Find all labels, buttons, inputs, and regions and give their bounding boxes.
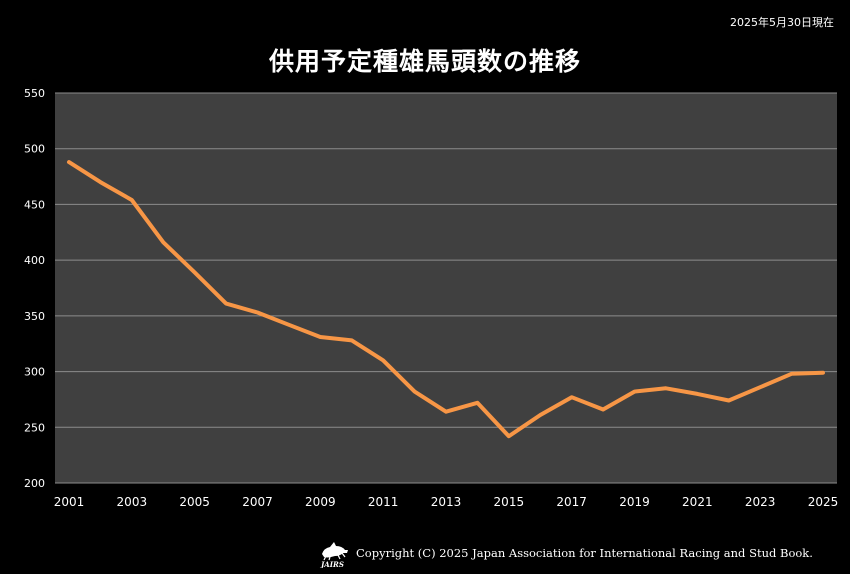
data-point-2001 [67,160,71,164]
x-tick-label-2011: 2011 [368,495,399,509]
y-tick-label-500: 500 [24,143,45,156]
data-point-2020 [664,386,668,390]
y-tick-label-450: 450 [24,198,45,211]
y-tick-label-350: 350 [24,310,45,323]
data-point-2002 [98,180,102,184]
data-point-2022 [727,399,731,403]
data-point-2013 [444,410,448,414]
data-point-2017 [570,395,574,399]
logo-text: JAIRS [319,560,344,568]
data-point-2015 [507,434,511,438]
data-point-2024 [790,372,794,376]
data-point-2012 [413,390,417,394]
data-point-2009 [318,335,322,339]
x-tick-label-2019: 2019 [619,495,650,509]
jairs-horse-logo-icon: JAIRS [319,542,348,568]
data-point-2018 [601,407,605,411]
data-point-2006 [224,302,228,306]
data-point-2008 [287,323,291,327]
x-tick-label-2005: 2005 [179,495,210,509]
x-tick-label-2017: 2017 [556,495,587,509]
data-point-2014 [475,401,479,405]
data-point-2007 [256,311,259,315]
footer: JAIRS Copyright (C) 2025 Japan Associati… [318,538,813,568]
x-tick-label-2009: 2009 [305,495,336,509]
x-tick-label-2003: 2003 [117,495,148,509]
y-tick-label-250: 250 [24,421,45,434]
y-tick-label-200: 200 [24,477,45,490]
data-point-2016 [538,413,542,417]
data-point-2010 [350,338,354,342]
data-point-2019 [633,390,636,394]
as-of-date: 2025年5月30日現在 [730,16,834,29]
x-tick-label-2015: 2015 [494,495,525,509]
y-tick-label-300: 300 [24,366,45,379]
x-tick-label-2023: 2023 [745,495,776,509]
x-tick-label-2013: 2013 [431,495,462,509]
x-tick-label-2021: 2021 [682,495,713,509]
data-point-2021 [695,392,699,396]
chart-title: 供用予定種雄馬頭数の推移 [268,47,581,76]
plot-area [55,93,837,483]
data-point-2003 [130,198,134,202]
data-point-2011 [381,358,385,362]
x-tick-label-2025: 2025 [808,495,839,509]
x-tick-label-2007: 2007 [242,495,273,509]
data-point-2005 [193,270,197,274]
data-point-2004 [161,240,165,244]
y-tick-label-550: 550 [24,87,45,100]
data-point-2023 [758,385,762,389]
copyright-text: Copyright (C) 2025 Japan Association for… [356,546,813,560]
x-tick-label-2001: 2001 [54,495,85,509]
data-point-2025 [821,371,825,375]
y-tick-label-400: 400 [24,254,45,267]
